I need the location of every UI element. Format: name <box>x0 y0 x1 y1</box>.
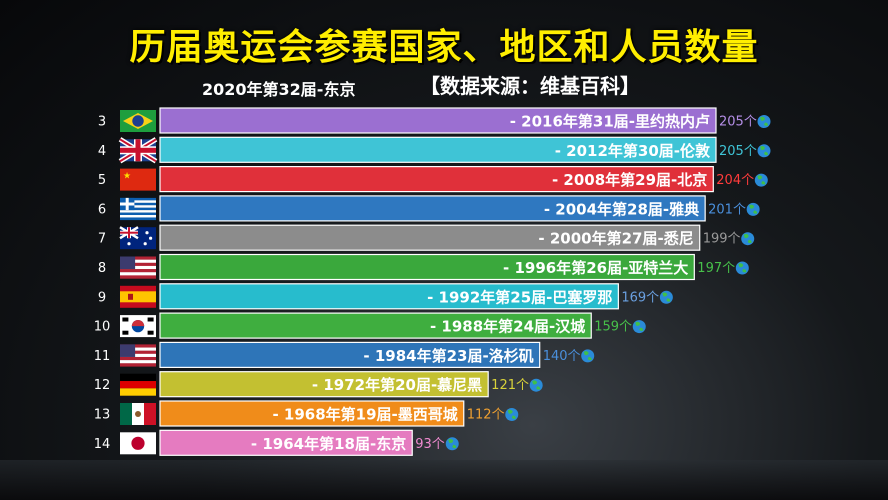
bar <box>159 429 413 456</box>
bar-row: 7 - 2000年第27届-悉尼 199个 <box>98 224 755 251</box>
rank-label: 11 <box>94 349 111 364</box>
value-label: 121个 <box>491 378 529 393</box>
bar <box>159 312 592 339</box>
bar <box>159 400 465 427</box>
value-label: 197个 <box>697 261 735 276</box>
bar <box>159 371 489 398</box>
rank-label: 13 <box>94 408 111 423</box>
rank-label: 6 <box>98 202 106 217</box>
current-edition-label: 2020年第32届-东京 <box>202 80 356 99</box>
bar-row: 3 - 2016年第31届-里约热内卢 205个 <box>98 107 771 134</box>
uk-flag-icon <box>118 137 158 164</box>
value-label: 159个 <box>594 320 632 335</box>
bar-row: 11 - 1984年第23届-洛杉矶 140个 <box>94 341 595 368</box>
globe-icon <box>632 320 646 334</box>
rank-label: 3 <box>98 115 106 130</box>
japan-flag-icon <box>120 432 156 455</box>
bar-row: 5 ★ - 2008年第29届-北京 204个 <box>98 166 768 193</box>
bar <box>159 283 619 310</box>
chart-title: 历届奥运会参赛国家、地区和人员数量 <box>129 27 759 68</box>
brazil-flag-icon <box>120 110 156 132</box>
bar-label: - 2004年第28届-雅典 <box>544 200 699 218</box>
bar <box>159 107 717 134</box>
bar-row: 8 - 1996年第26届-亚特兰大 197个 <box>98 253 749 281</box>
rank-label: 10 <box>94 320 111 335</box>
globe-icon <box>581 349 595 363</box>
bar-label: - 1984年第23届-洛杉矶 <box>363 347 533 365</box>
bar-row: 9 - 1992年第25届-巴塞罗那 169个 <box>98 283 673 310</box>
data-source-label: 【数据来源：维基百科】 <box>420 74 640 98</box>
greece-flag-icon <box>120 197 156 221</box>
mexico-flag-icon <box>120 403 156 425</box>
bar <box>159 136 717 163</box>
bar <box>159 195 706 222</box>
value-label: 205个 <box>719 115 757 130</box>
rank-label: 4 <box>98 144 106 159</box>
value-label: 204个 <box>716 173 754 188</box>
globe-icon <box>757 115 771 128</box>
bar-row: 10 - 1988年第24届-汉城 159个 <box>94 312 646 339</box>
bar-label: - 2008年第29届-北京 <box>552 171 707 189</box>
rank-label: 12 <box>94 378 111 393</box>
svg-text:★: ★ <box>123 172 131 182</box>
bar-label: - 2016年第31届-里约热内卢 <box>510 113 710 131</box>
value-label: 169个 <box>621 290 659 305</box>
usa-flag-icon <box>120 344 156 367</box>
bar-label: - 2000年第27届-悉尼 <box>538 230 693 248</box>
bar-label: - 1968年第19届-墨西哥城 <box>272 406 457 424</box>
germany-flag-icon <box>120 373 156 396</box>
bar <box>159 341 541 368</box>
globe-icon <box>735 261 749 275</box>
bar-row: 13 - 1968年第19届-墨西哥城 112个 <box>94 400 519 427</box>
korea-flag-icon <box>120 315 156 338</box>
australia-flag-icon <box>119 226 156 250</box>
spain-flag-icon <box>120 285 156 308</box>
bar-label: - 1964年第18届-东京 <box>251 435 406 453</box>
rank-label: 5 <box>98 173 106 188</box>
bar-row: 6 - 2004年第28届-雅典 201个 <box>98 195 760 222</box>
usa-flag-icon <box>120 256 156 279</box>
rank-label: 14 <box>94 437 111 452</box>
bar <box>159 224 701 251</box>
value-label: 199个 <box>703 232 741 247</box>
bar-row: 4 - 2012年第30届-伦敦 205个 <box>98 136 771 164</box>
globe-icon <box>746 202 760 216</box>
bar-row: 14 - 1964年第18届-东京 93个 <box>94 429 459 456</box>
china-flag-icon: ★ <box>120 168 156 191</box>
bar-label: - 1992年第25届-巴塞罗那 <box>427 288 612 306</box>
bar-row: 12 - 1972年第20届-慕尼黑 121个 <box>94 371 543 398</box>
bar-label: - 1988年第24届-汉城 <box>430 318 585 336</box>
globe-icon <box>529 378 543 392</box>
globe-icon <box>741 232 755 246</box>
globe-icon <box>445 437 459 451</box>
rank-label: 7 <box>98 232 106 247</box>
bar-label: - 1972年第20届-慕尼黑 <box>312 376 482 394</box>
globe-icon <box>757 144 771 158</box>
bar-label: - 2012年第30届-伦敦 <box>555 142 711 160</box>
value-label: 93个 <box>415 437 445 452</box>
background-stage <box>0 460 888 500</box>
globe-icon <box>754 173 768 187</box>
value-label: 205个 <box>719 144 757 159</box>
bar <box>159 253 695 281</box>
value-label: 201个 <box>708 202 746 217</box>
value-label: 112个 <box>467 408 505 423</box>
rank-label: 9 <box>98 290 106 305</box>
bar-label: - 1996年第26届-亚特兰大 <box>503 259 688 277</box>
globe-icon <box>505 408 519 421</box>
value-label: 140个 <box>543 349 581 364</box>
globe-icon <box>659 290 673 304</box>
bar <box>159 166 714 193</box>
rank-label: 8 <box>98 261 106 276</box>
